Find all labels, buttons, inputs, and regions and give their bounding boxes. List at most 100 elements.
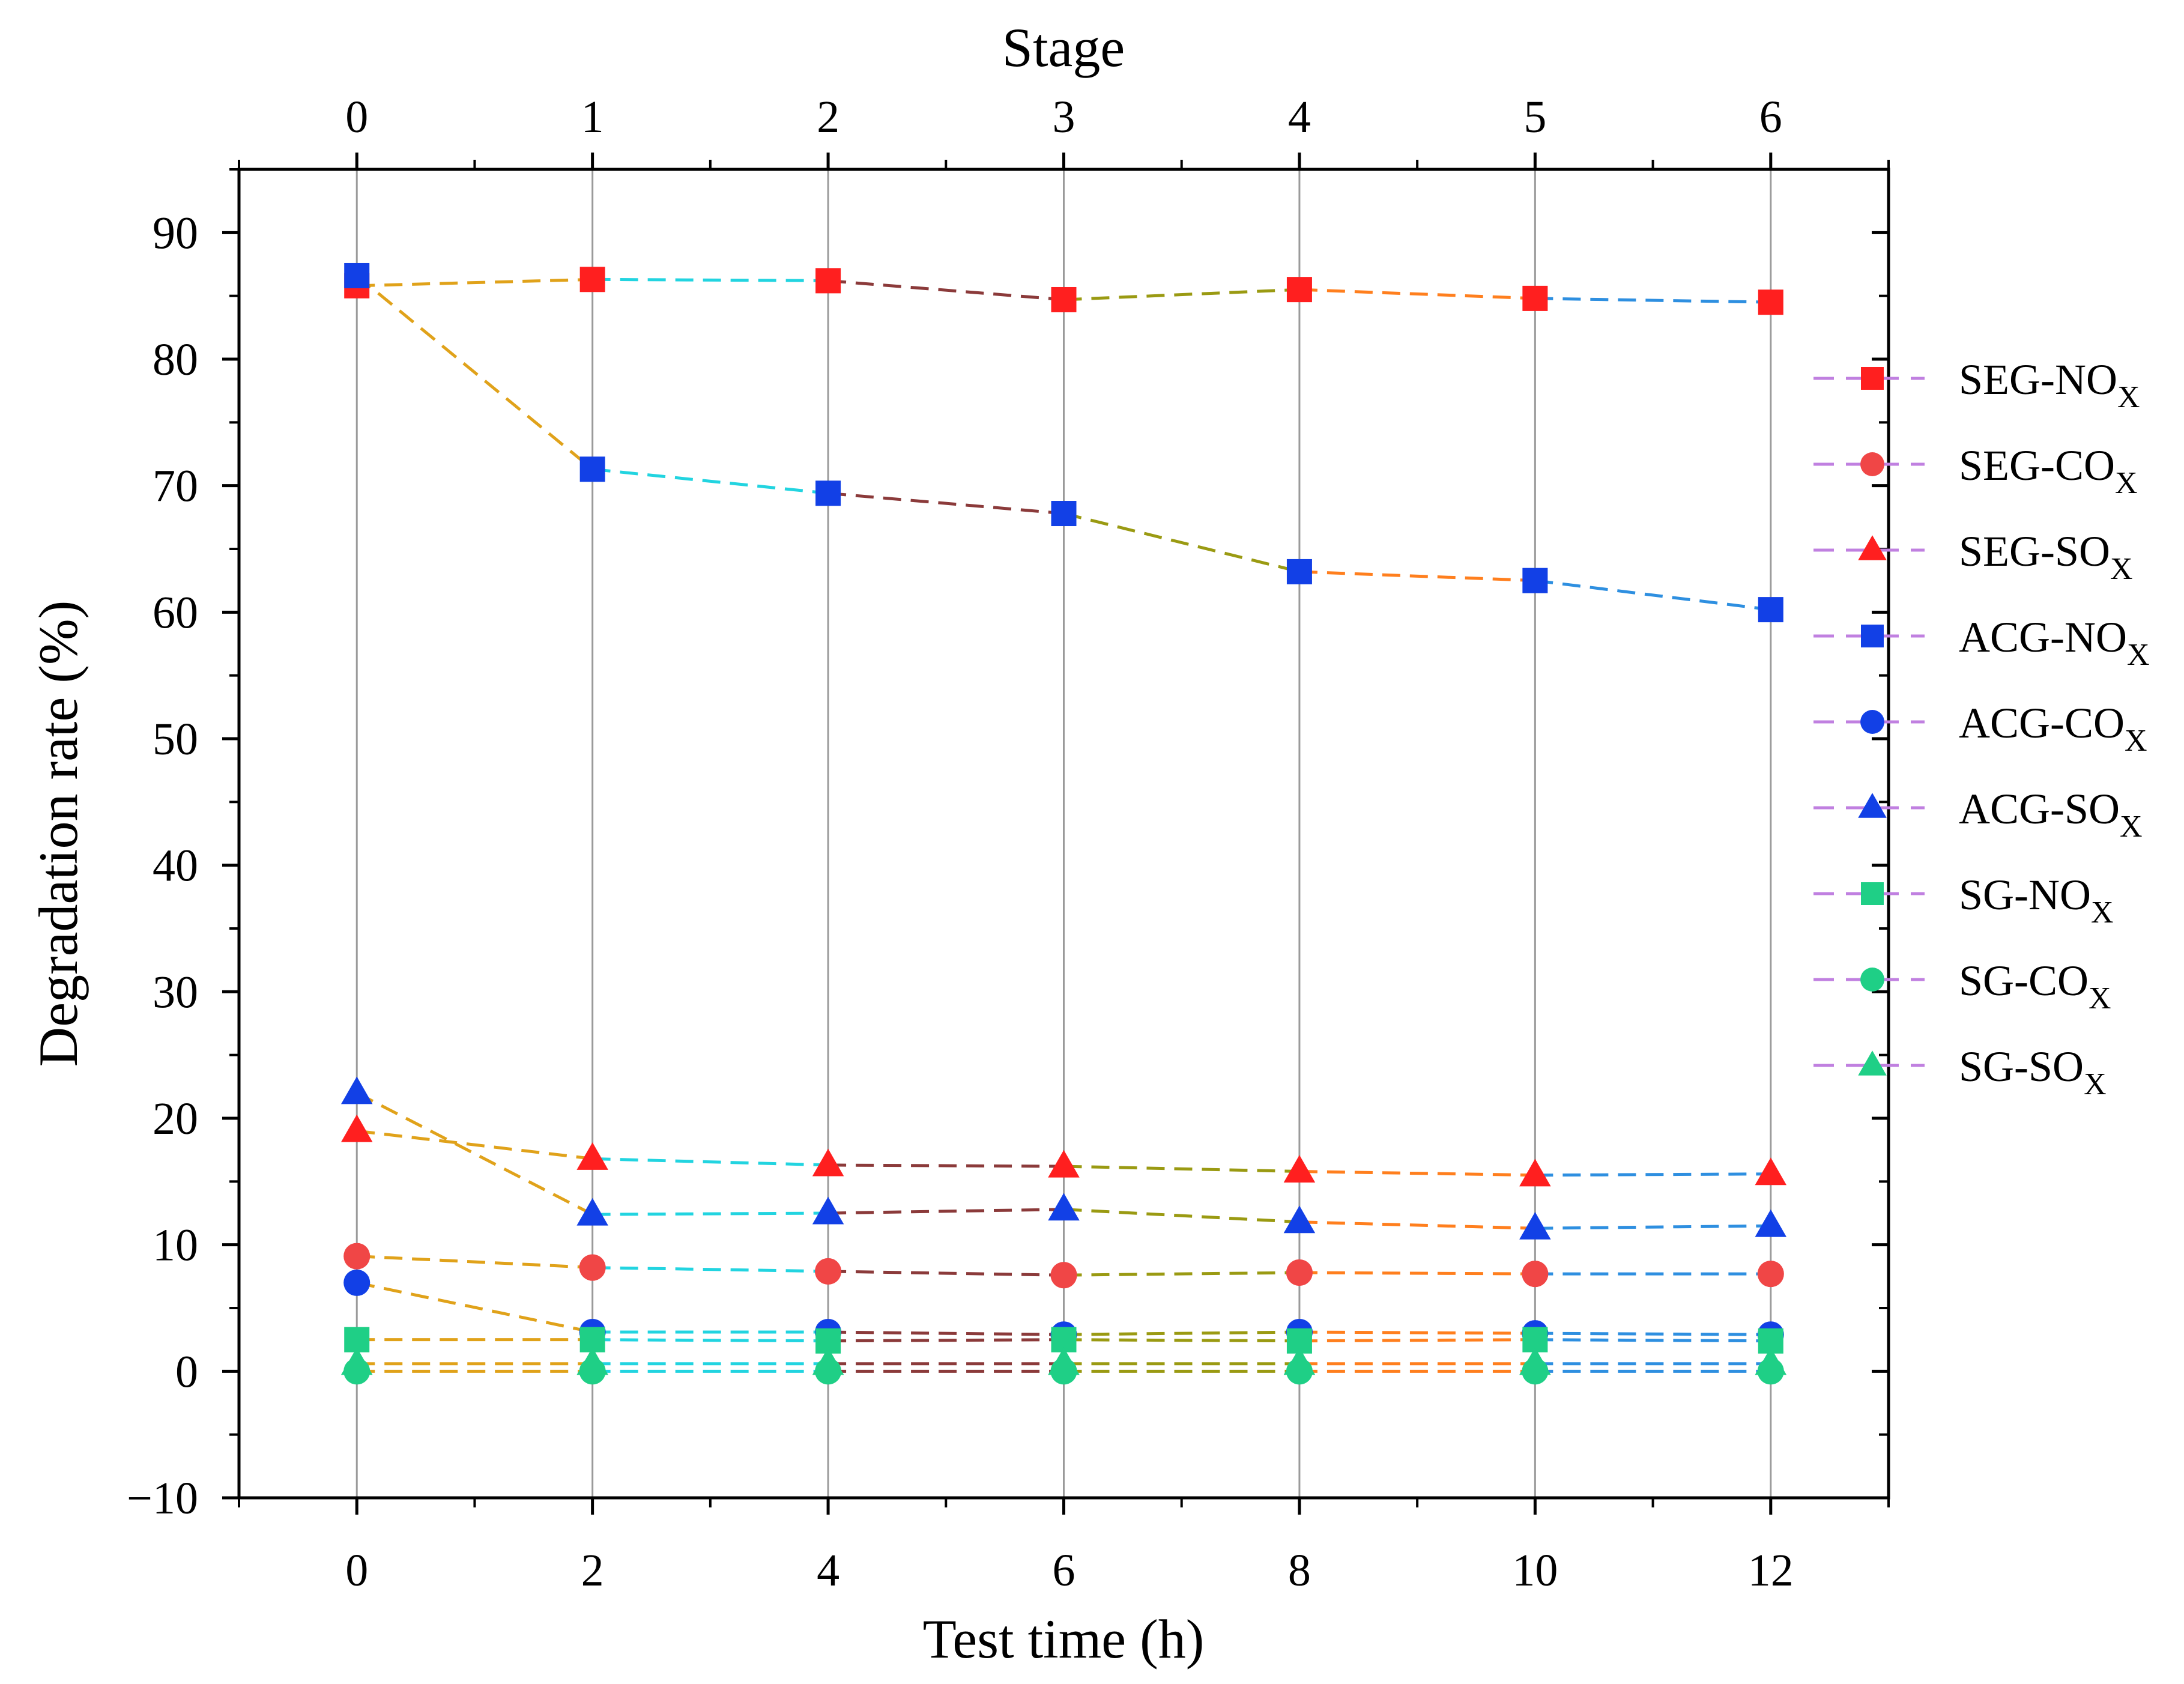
legend-marker [1858, 535, 1887, 560]
data-point [343, 1269, 371, 1296]
data-point [1283, 1155, 1316, 1183]
series-line-segment [828, 1208, 1064, 1215]
series-line-segment [828, 1338, 1064, 1343]
data-point [1758, 597, 1783, 623]
series-line-segment [357, 277, 593, 288]
data-point [1051, 286, 1077, 312]
series-line-segment [1063, 512, 1300, 574]
legend-marker [1860, 452, 1884, 476]
series-line-segment [828, 1330, 1064, 1336]
series-line-segment [592, 1157, 829, 1167]
series-line-segment [1535, 1224, 1771, 1230]
data-point [579, 456, 605, 482]
axes: 0 0 2 1 4 2 6 3 8 4 10 5 12 6 −10 0 10 20 30 40 50 60 70 80 90 [127, 92, 1890, 1596]
data-point [576, 1198, 608, 1226]
x-tick-label: 2 [581, 1545, 604, 1596]
data-point [1286, 1259, 1313, 1286]
series-line-segment [1063, 1338, 1299, 1343]
y-tick-label: 0 [175, 1346, 198, 1397]
data-point [1519, 1211, 1551, 1240]
data-point [344, 262, 370, 288]
data-point [812, 1148, 844, 1177]
series-line-segment [357, 1255, 593, 1270]
data-point [1283, 1205, 1316, 1234]
data-point [340, 1076, 373, 1104]
series-line-segment [592, 1338, 829, 1343]
series-line-segment [1299, 1338, 1535, 1343]
x-tick-label: 8 [1288, 1545, 1311, 1596]
y-tick-label: 80 [153, 335, 198, 385]
top-tick-label: 6 [1759, 92, 1782, 142]
series-line-segment [1535, 579, 1771, 611]
data-point [579, 1254, 606, 1281]
series-line-segment [592, 277, 829, 282]
data-point [815, 1258, 842, 1285]
data-point [815, 480, 841, 506]
data-point [1050, 1262, 1077, 1289]
top-axis-title: Stage [1002, 17, 1125, 78]
series-markers [340, 262, 1787, 1385]
series-line-segment [1535, 1338, 1771, 1343]
series-line-segment [1063, 288, 1300, 301]
series-line-segment [1299, 1169, 1535, 1177]
data-point [343, 1243, 371, 1270]
data-point [1757, 1261, 1784, 1288]
x-tick-label: 6 [1053, 1545, 1075, 1596]
data-point [1051, 501, 1077, 527]
series-line-segment [1535, 1331, 1771, 1336]
y-tick-label: 90 [153, 208, 198, 258]
data-point [1519, 1159, 1551, 1187]
data-point [576, 1142, 608, 1170]
legend-subscript: X [2084, 1067, 2107, 1101]
legend-marker [1861, 625, 1884, 647]
x-tick-label: 10 [1512, 1545, 1558, 1596]
data-point [1522, 568, 1548, 593]
data-point [1286, 277, 1312, 303]
data-point [1755, 1209, 1787, 1237]
data-point [340, 1347, 373, 1375]
x-axis-title: Test time (h) [923, 1608, 1205, 1670]
data-point [1286, 559, 1312, 584]
series-line-segment [1535, 297, 1771, 304]
legend-subscript: X [2127, 638, 2150, 672]
series-line-segment [828, 1163, 1064, 1168]
series-line-segment [1063, 1165, 1299, 1173]
data-point [1048, 1193, 1080, 1221]
data-point [1283, 1347, 1316, 1375]
data-point [1519, 1347, 1551, 1375]
data-point [1522, 1261, 1549, 1288]
series-line-segment [592, 1211, 829, 1216]
legend-marker [1861, 882, 1884, 905]
series-line-segment [1063, 1330, 1299, 1336]
series-line-segment [356, 1091, 593, 1216]
series-line-segment [827, 279, 1064, 301]
legend-subscript: X [2091, 895, 2114, 930]
series-line-segment [828, 1270, 1064, 1277]
legend-marker [1860, 710, 1884, 734]
legend-subscript: X [2120, 810, 2143, 844]
y-tick-label: 10 [153, 1220, 198, 1271]
y-tick-label: 60 [153, 587, 198, 638]
series-line-segment [356, 1129, 593, 1160]
legend-marker [1861, 367, 1884, 390]
legend-subscript: X [2125, 724, 2147, 758]
data-point [815, 268, 841, 294]
series-line-segment [1299, 1271, 1535, 1276]
legend-marker [1858, 1050, 1887, 1076]
y-tick-label: −10 [127, 1473, 198, 1524]
series-line-segment [1299, 288, 1535, 300]
y-tick-label: 40 [153, 841, 198, 891]
vertical-gridlines [355, 169, 1772, 1498]
legend-marker [1860, 968, 1884, 992]
data-point [1048, 1149, 1080, 1178]
legend-subscript: X [2089, 981, 2111, 1016]
series-line-segment [356, 1281, 593, 1334]
series-line-segment [355, 274, 594, 471]
series-line-segment [1535, 1172, 1771, 1177]
data-point [812, 1196, 844, 1225]
data-point [1758, 289, 1783, 315]
top-tick-label: 3 [1053, 92, 1075, 142]
legend-subscript: X [2110, 552, 2133, 586]
series-line-segment [1063, 1271, 1299, 1277]
